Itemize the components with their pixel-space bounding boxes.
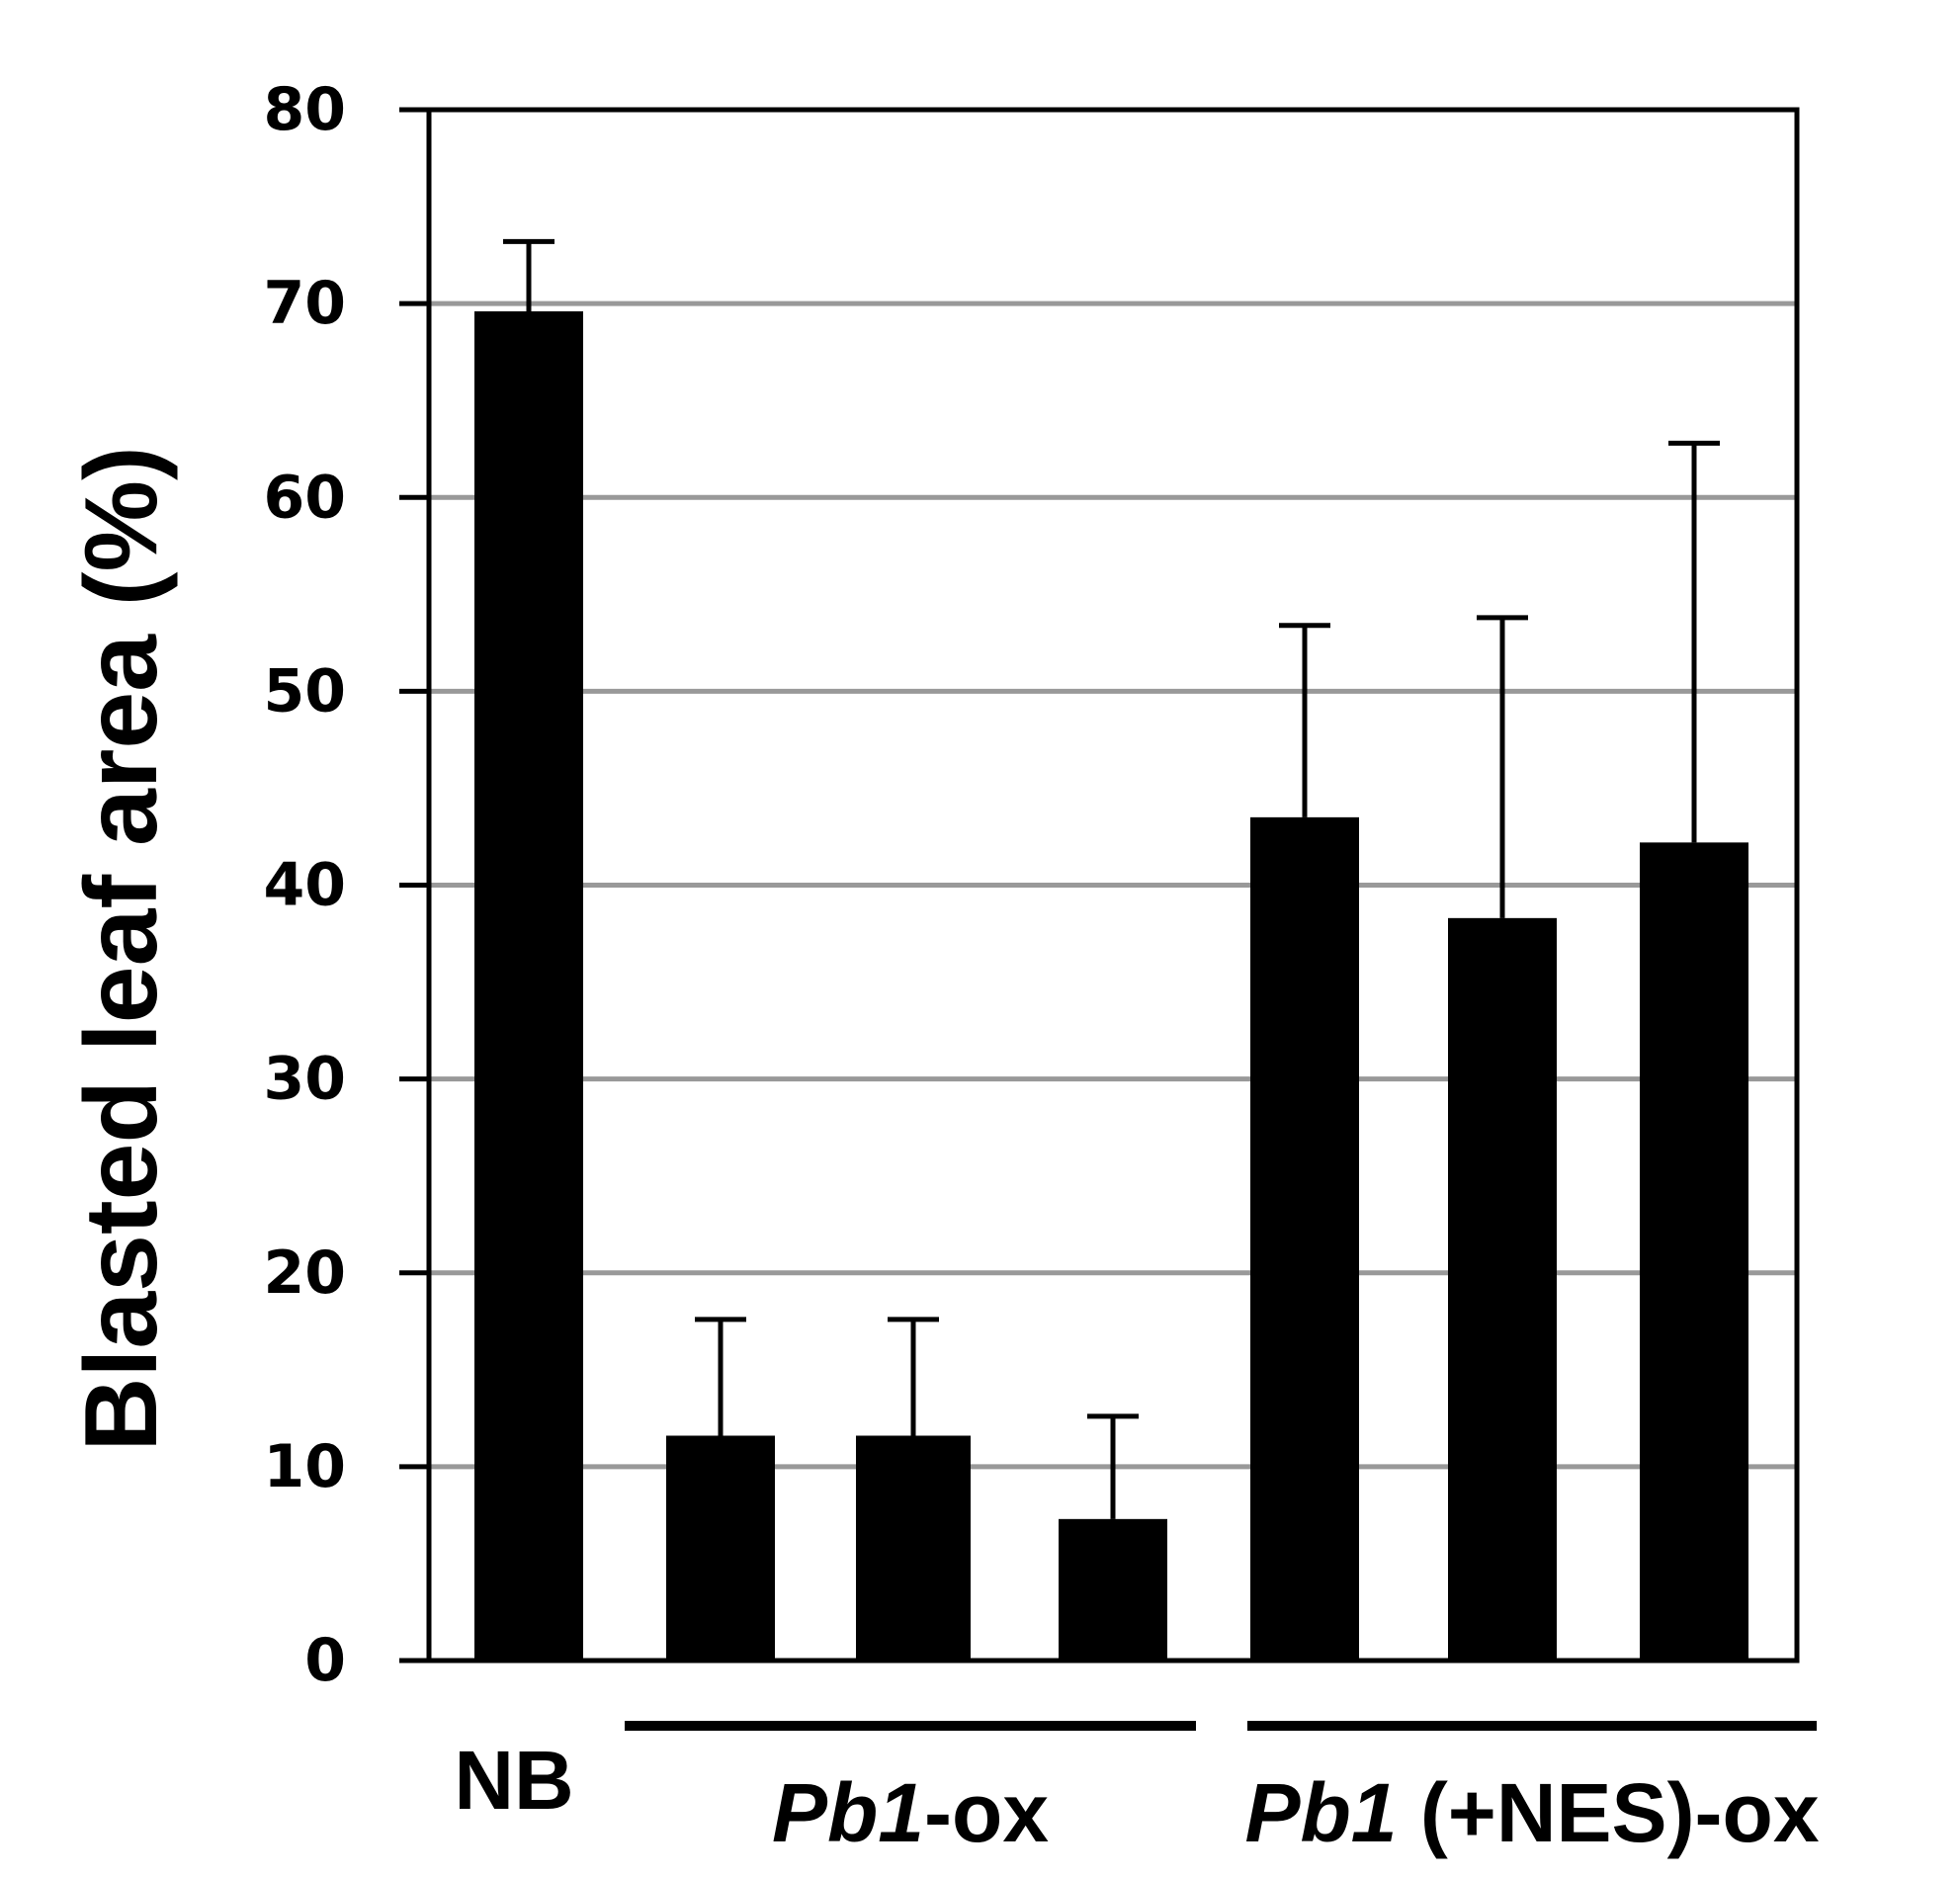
bar-6 — [1448, 917, 1557, 1661]
bar-5 — [1250, 816, 1359, 1661]
bar-7 — [1640, 842, 1748, 1661]
bar-3 — [856, 1435, 971, 1661]
error-bars — [503, 238, 1720, 1519]
y-tick-label-60: 60 — [264, 463, 347, 532]
y-tick-label-70: 70 — [264, 269, 347, 338]
y-axis-ticks: 0 10 20 30 40 50 60 70 80 — [264, 75, 429, 1695]
bar-4 — [1059, 1518, 1167, 1661]
category-label-pb1-ox-rest: -ox — [924, 1766, 1049, 1859]
y-axis-label: Blasted leaf area (%) — [64, 446, 179, 1451]
y-tick-label-20: 20 — [264, 1238, 347, 1308]
category-label-pb1-nes-ox-rest: (+NES)-ox — [1398, 1766, 1820, 1859]
category-label-pb1-nes-ox: Pb1 (+NES)-ox — [1244, 1766, 1819, 1859]
y-tick-label-10: 10 — [264, 1432, 347, 1501]
category-label-pb1-nes-ox-italic: Pb1 — [1244, 1766, 1397, 1859]
y-tick-label-30: 30 — [264, 1045, 347, 1114]
bar-2 — [666, 1435, 775, 1661]
y-tick-label-50: 50 — [264, 656, 347, 726]
category-label-pb1-ox-italic: Pb1 — [772, 1766, 924, 1859]
bar-1 — [474, 310, 583, 1662]
y-tick-label-40: 40 — [264, 851, 347, 920]
gridlines — [429, 300, 1797, 1470]
y-tick-label-80: 80 — [264, 75, 347, 144]
category-label-pb1-ox: Pb1-ox — [772, 1766, 1049, 1859]
bars — [474, 310, 1748, 1662]
category-label-nb: NB — [454, 1734, 573, 1827]
y-tick-label-0: 0 — [304, 1626, 346, 1695]
